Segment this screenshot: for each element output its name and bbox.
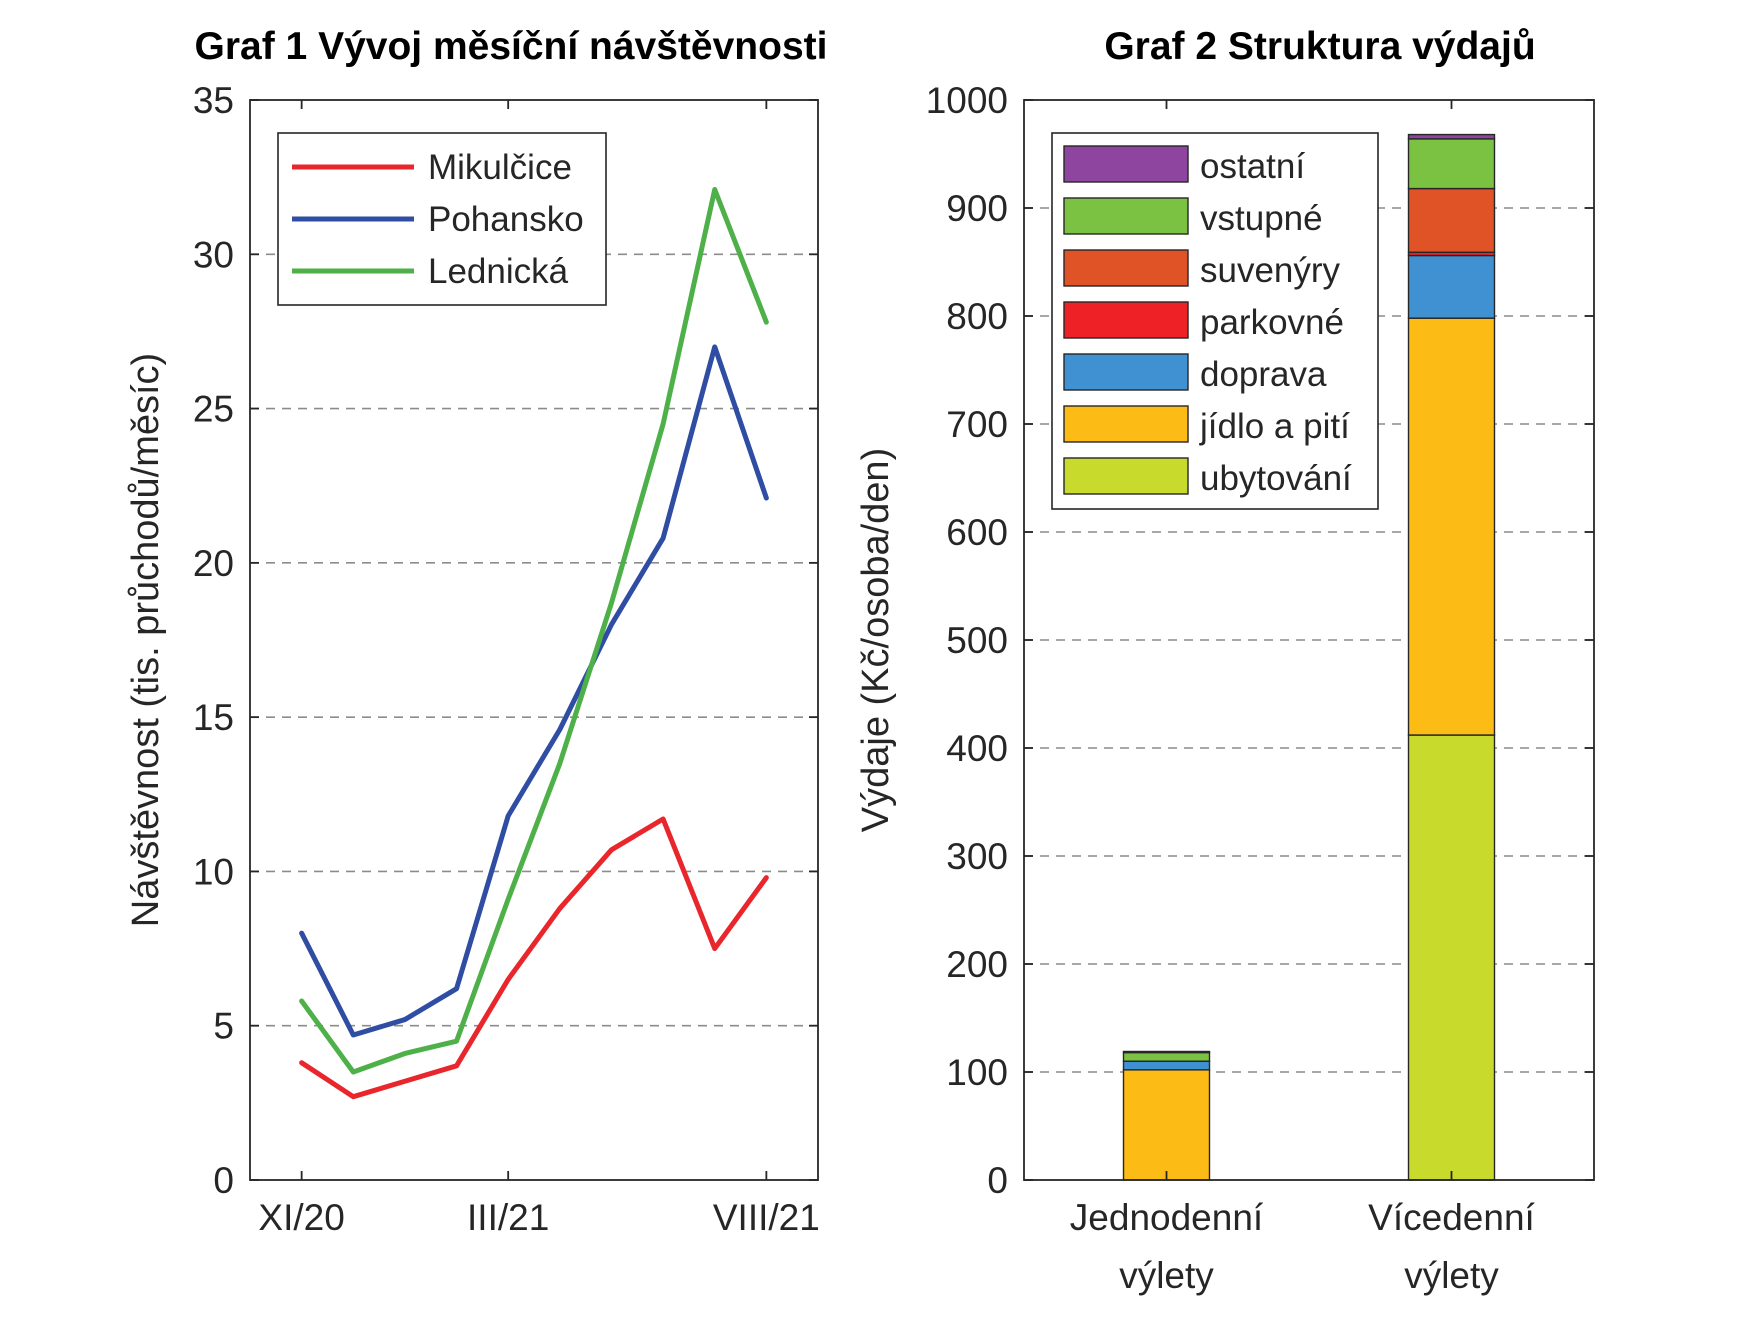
chart1-y-tick-label: 5	[213, 1006, 234, 1047]
chart1-y-tick-label: 35	[193, 80, 234, 121]
stacked-bar-chart: Graf 2 Struktura výdajů 0 100 200 300 400 500…	[855, 25, 1595, 1296]
chart1-y-tick-label: 10	[193, 851, 234, 892]
bar-segment-vstupne	[1407, 138, 1496, 190]
chart2-y-ticks: 0 100 200 300 400 500 600 700 800 900 1000	[926, 80, 1594, 1201]
bar-segment-ostatni	[1122, 1050, 1211, 1054]
chart2-y-tick-label: 200	[946, 944, 1008, 985]
chart1-x-tick-label: VIII/21	[713, 1197, 820, 1238]
legend-label-lednicka: Lednická	[428, 252, 569, 291]
chart2-y-axis-label: Výdaje (Kč/osoba/den)	[855, 448, 897, 832]
chart2-y-tick-label: 1000	[926, 80, 1008, 121]
chart2-x-tick-label-line: výlety	[1119, 1255, 1214, 1296]
bar-segment-jidlo-a-piti	[1407, 317, 1496, 736]
chart2-y-tick-label: 500	[946, 620, 1008, 661]
chart2-x-tick-label-line: Vícedenní	[1368, 1197, 1535, 1238]
chart1-x-tick-label: XI/20	[258, 1197, 344, 1238]
legend-label-jidlo-a-piti: jídlo a pití	[1199, 407, 1350, 446]
legend-swatch-doprava	[1063, 353, 1189, 391]
chart1-legend: Mikulčice Pohansko Lednická	[277, 132, 607, 306]
chart1-y-tick-label: 30	[193, 234, 234, 275]
chart1-title: Graf 1 Vývoj měsíční návštěvnosti	[195, 25, 828, 68]
series-line-pohansko	[299, 344, 769, 1038]
chart2-legend-box	[1051, 132, 1379, 510]
bar-segment-jidlo-a-piti	[1122, 1069, 1211, 1181]
chart1-y-tick-label: 25	[193, 389, 234, 430]
chart2-x-ticks: Jednodenní výlety Vícedenní výlety	[1070, 100, 1536, 1296]
series-line-mikulcice	[299, 816, 769, 1100]
legend-label-vstupne: vstupné	[1200, 199, 1323, 238]
chart2-y-tick-label: 0	[987, 1160, 1008, 1201]
chart1-plot-frame	[249, 99, 819, 1181]
chart1-x-tick-label: III/21	[467, 1197, 549, 1238]
bar-segment-vstupne	[1122, 1051, 1211, 1062]
legend-label-mikulcice: Mikulčice	[428, 148, 572, 187]
legend-label-suvenyry: suvenýry	[1200, 251, 1341, 290]
legend-label-pohansko: Pohansko	[428, 200, 584, 239]
chart2-x-tick-label: Vícedenní výlety	[1368, 1197, 1535, 1296]
chart1-y-tick-label: 0	[213, 1160, 234, 1201]
bar-segment-doprava	[1407, 254, 1496, 319]
chart2-y-tick-label: 900	[946, 188, 1008, 229]
legend-swatch-ostatni	[1063, 145, 1189, 183]
chart2-y-tick-label: 800	[946, 296, 1008, 337]
chart2-x-tick-label-line: výlety	[1404, 1255, 1499, 1296]
chart1-y-ticks: 0 5 10 15 20 25 30 35	[193, 80, 818, 1201]
chart2-x-tick-label: Jednodenní výlety	[1070, 1197, 1264, 1296]
chart2-legend: ostatní vstupné suvenýry parkovné doprava jíd…	[1051, 132, 1379, 510]
bar-segment-ubytovani	[1407, 734, 1496, 1181]
chart1-y-tick-label: 15	[193, 697, 234, 738]
line-chart: Graf 1 Vývoj měsíční návštěvnosti 0 5 10 15…	[125, 25, 827, 1238]
chart2-y-tick-label: 400	[946, 728, 1008, 769]
legend-label-doprava: doprava	[1200, 355, 1327, 394]
chart2-y-tick-label: 700	[946, 404, 1008, 445]
legend-label-ostatni: ostatní	[1200, 147, 1305, 186]
chart2-title: Graf 2 Struktura výdajů	[1104, 25, 1535, 68]
legend-swatch-suvenyry	[1063, 249, 1189, 287]
chart1-y-tick-label: 20	[193, 543, 234, 584]
chart2-bars	[1122, 133, 1496, 1181]
legend-swatch-parkovne	[1063, 301, 1189, 339]
legend-swatch-jidlo-a-piti	[1063, 405, 1189, 443]
chart2-y-tick-label: 100	[946, 1052, 1008, 1093]
bar-segment-suvenyry	[1407, 187, 1496, 253]
chart2-y-tick-label: 300	[946, 836, 1008, 877]
legend-swatch-ubytovani	[1063, 457, 1189, 495]
legend-swatch-vstupne	[1063, 197, 1189, 235]
chart2-y-tick-label: 600	[946, 512, 1008, 553]
chart1-y-axis-label: Návštěvnost (tis. průchodů/měsíc)	[125, 353, 167, 927]
chart1-series-lines	[299, 186, 769, 1100]
chart1-x-ticks: XI/20 III/21 VIII/21	[258, 100, 820, 1238]
chart2-x-tick-label-line: Jednodenní	[1070, 1197, 1264, 1238]
bar-segment-ostatni	[1407, 133, 1496, 140]
legend-label-parkovne: parkovné	[1200, 303, 1344, 342]
series-line-lednicka	[299, 186, 769, 1075]
legend-label-ubytovani: ubytování	[1200, 459, 1352, 498]
bar-segment-doprava	[1122, 1060, 1211, 1071]
